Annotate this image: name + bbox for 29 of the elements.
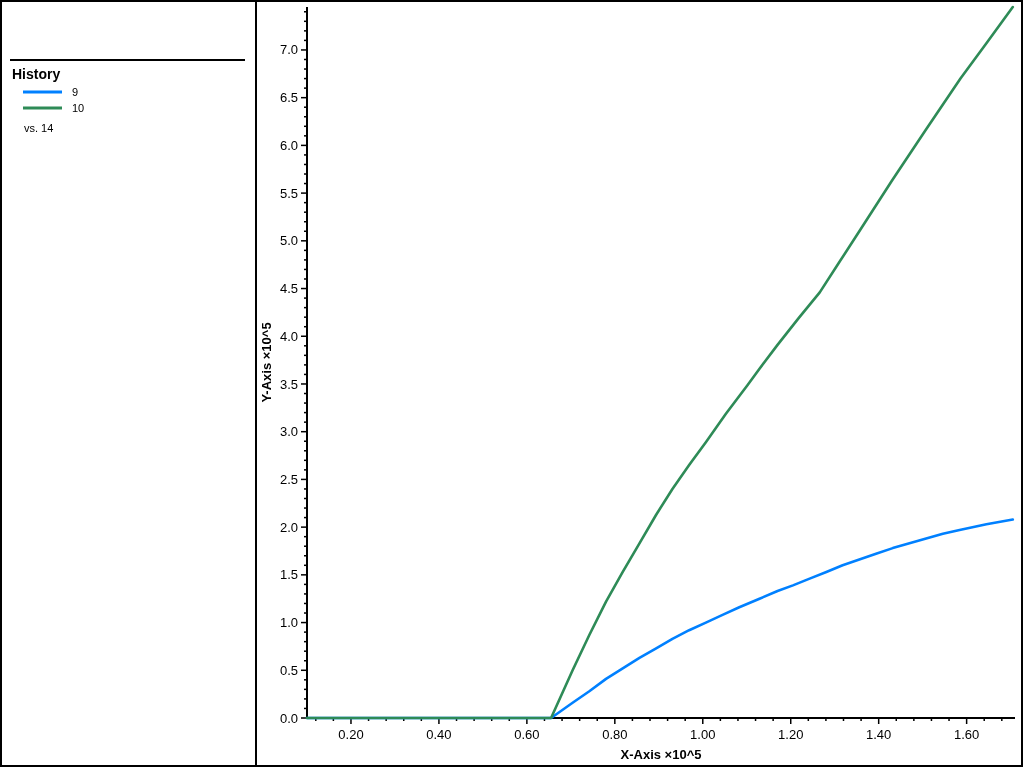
y-tick-label: 1.0 xyxy=(279,615,298,631)
x-tick-label: 0.60 xyxy=(514,727,540,742)
y-tick-label: 5.0 xyxy=(279,233,298,249)
y-tick-label: 5.5 xyxy=(279,185,298,201)
x-tick-label: 1.40 xyxy=(866,727,892,742)
x-tick-label: 1.20 xyxy=(778,727,804,742)
x-axis-title: X-Axis ×10^5 xyxy=(620,747,702,762)
y-tick-label: 6.5 xyxy=(279,90,298,106)
y-tick-label: 3.0 xyxy=(279,424,298,440)
y-tick-label: 2.0 xyxy=(279,519,298,535)
legend-label: 10 xyxy=(72,101,85,114)
x-tick-label: 0.20 xyxy=(338,727,364,742)
y-tick-label: 3.5 xyxy=(279,376,298,392)
y-tick-label: 4.0 xyxy=(279,328,298,344)
y-tick-label: 0.5 xyxy=(279,662,298,678)
y-tick-label: 0.0 xyxy=(279,710,298,726)
x-tick-label: 1.00 xyxy=(690,727,716,742)
x-tick-label: 0.40 xyxy=(426,727,452,742)
y-tick-label: 1.5 xyxy=(279,567,298,583)
legend-title: History xyxy=(12,66,61,82)
legend-label: 9 xyxy=(72,85,79,98)
text: vs. 14 xyxy=(24,121,54,134)
y-tick-label: 4.5 xyxy=(279,281,298,297)
x-tick-label: 0.80 xyxy=(602,727,628,742)
y-tick-label: 6.0 xyxy=(279,137,298,153)
y-axis-title: Y-Axis ×10^5 xyxy=(259,322,274,403)
y-tick-label: 2.5 xyxy=(279,471,298,487)
y-tick-label: 7.0 xyxy=(279,42,298,58)
x-tick-label: 1.60 xyxy=(953,727,980,742)
